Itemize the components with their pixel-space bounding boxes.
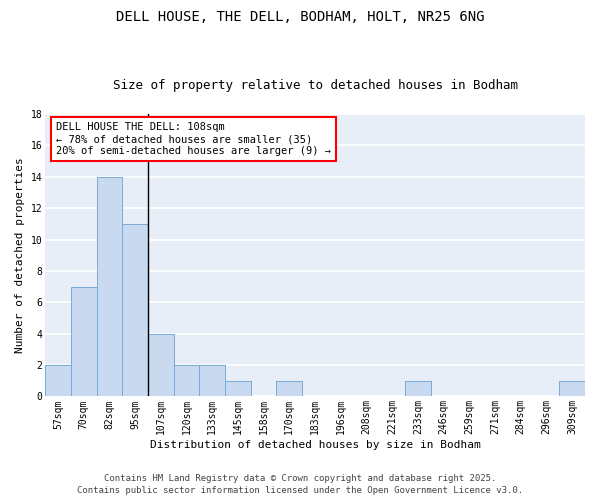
Bar <box>45 365 71 396</box>
Bar <box>148 334 173 396</box>
Bar <box>199 365 225 396</box>
Y-axis label: Number of detached properties: Number of detached properties <box>15 158 25 353</box>
Bar <box>173 365 199 396</box>
Text: Contains HM Land Registry data © Crown copyright and database right 2025.
Contai: Contains HM Land Registry data © Crown c… <box>77 474 523 495</box>
Bar <box>122 224 148 396</box>
Bar <box>97 177 122 396</box>
Text: DELL HOUSE THE DELL: 108sqm
← 78% of detached houses are smaller (35)
20% of sem: DELL HOUSE THE DELL: 108sqm ← 78% of det… <box>56 122 331 156</box>
Bar <box>405 380 431 396</box>
Bar <box>225 380 251 396</box>
Bar <box>277 380 302 396</box>
Bar <box>71 286 97 397</box>
Title: Size of property relative to detached houses in Bodham: Size of property relative to detached ho… <box>113 79 518 92</box>
Text: DELL HOUSE, THE DELL, BODHAM, HOLT, NR25 6NG: DELL HOUSE, THE DELL, BODHAM, HOLT, NR25… <box>116 10 484 24</box>
Bar <box>559 380 585 396</box>
X-axis label: Distribution of detached houses by size in Bodham: Distribution of detached houses by size … <box>149 440 481 450</box>
